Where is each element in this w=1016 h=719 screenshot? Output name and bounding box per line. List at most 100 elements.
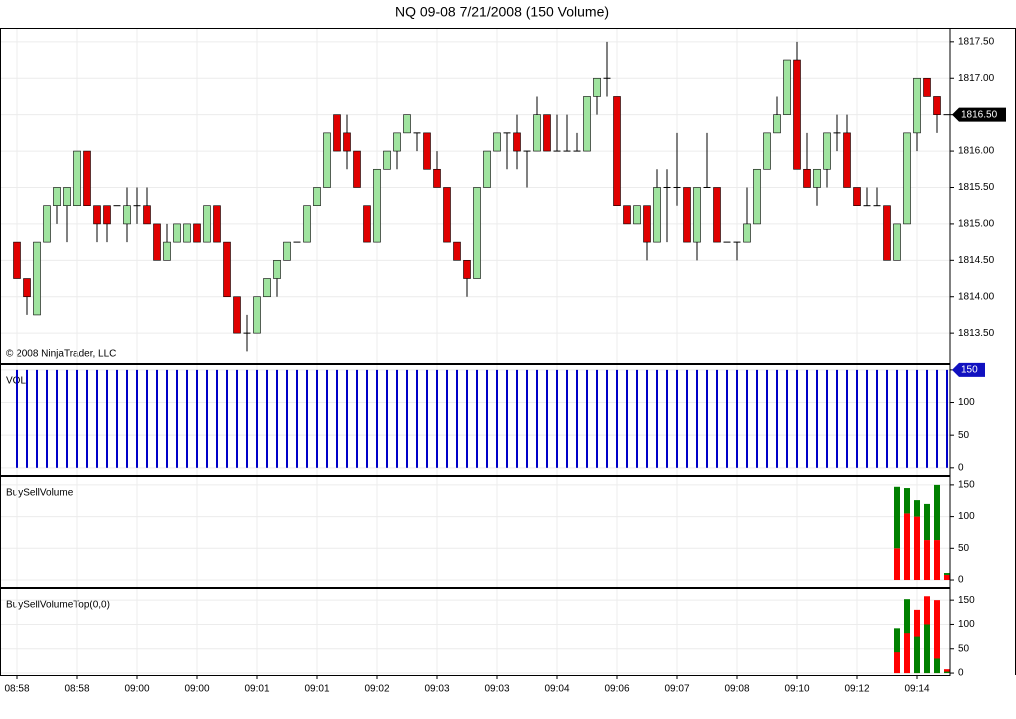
volume-bar	[894, 628, 900, 674]
candle-body	[83, 150, 91, 206]
candle-body	[333, 114, 341, 152]
x-tick-label: 09:00	[124, 684, 149, 695]
y-tick-label: 1817.00	[958, 73, 995, 84]
candle-body	[943, 114, 951, 116]
y-tick-label: 0	[958, 575, 964, 586]
candle-body	[413, 132, 421, 134]
x-tick-label: 09:12	[844, 684, 869, 695]
candle-body	[273, 260, 281, 279]
x-tick-label: 09:06	[604, 684, 629, 695]
candle-body	[373, 168, 381, 243]
candle-body	[583, 96, 591, 152]
panel-frame	[0, 588, 951, 676]
y-tick-label: 100	[958, 511, 975, 522]
volume-segment	[924, 503, 930, 541]
candle-body	[223, 241, 231, 298]
x-tick-label: 09:02	[364, 684, 389, 695]
candle-body	[873, 205, 881, 207]
candle-body	[253, 296, 261, 334]
last-volume-label: 150	[961, 365, 978, 376]
candle-body	[103, 205, 111, 225]
x-tick-label: 09:01	[244, 684, 269, 695]
candle-body	[203, 205, 211, 243]
candle-body	[343, 132, 351, 152]
y-tick-label: 50	[958, 430, 970, 441]
x-tick-label: 08:58	[64, 684, 89, 695]
y-tick-label: 0	[958, 668, 964, 679]
candle-body	[793, 59, 801, 170]
x-tick-label: 09:03	[424, 684, 449, 695]
y-tick-label: 1816.00	[958, 146, 995, 157]
candle-body	[183, 223, 191, 243]
candle-body	[123, 205, 131, 225]
candle-body	[233, 296, 241, 334]
panel-frame	[0, 476, 951, 588]
y-tick-label: 1814.50	[958, 255, 995, 266]
candle-body	[423, 132, 431, 170]
candle-body	[523, 150, 531, 152]
candle-body	[773, 114, 781, 134]
candle-body	[703, 186, 711, 188]
x-tick-label: 09:10	[784, 684, 809, 695]
y-tick-label: 1814.00	[958, 291, 995, 302]
candle-body	[603, 77, 611, 79]
candle-body	[783, 59, 791, 115]
y-tick-label: 1817.50	[958, 36, 995, 47]
candle-body	[363, 205, 371, 243]
candle-body	[403, 114, 411, 134]
candle-body	[443, 187, 451, 243]
candle-body	[683, 187, 691, 243]
panel-label: BuySellVolumeTop(0,0)	[6, 600, 110, 611]
candle-body	[23, 278, 31, 298]
volume-segment	[934, 540, 940, 581]
candle-body	[553, 150, 561, 152]
volume-bar	[904, 633, 910, 674]
y-tick-label: 1815.00	[958, 219, 995, 230]
candle-body	[173, 223, 181, 243]
candle-body	[113, 205, 121, 207]
volume-segment	[914, 500, 920, 517]
volume-bar	[934, 600, 940, 674]
candle-body	[913, 77, 921, 134]
x-tick-label: 09:03	[484, 684, 509, 695]
x-tick-label: 09:00	[184, 684, 209, 695]
candle-body	[853, 187, 861, 206]
panel-frame	[0, 364, 951, 476]
volume-bar	[894, 652, 900, 674]
volume-segment	[904, 488, 910, 514]
candle-body	[893, 223, 901, 261]
candle-body	[533, 114, 541, 152]
candle-body	[283, 241, 291, 261]
candle-body	[643, 205, 651, 243]
candle-body	[923, 77, 931, 97]
candle-body	[633, 205, 641, 225]
volume-segment	[894, 548, 900, 581]
x-tick-label: 09:14	[904, 684, 929, 695]
candle-body	[653, 187, 661, 243]
last-price-label: 1816.50	[961, 109, 998, 120]
candle-body	[573, 150, 581, 152]
candle-body	[163, 241, 171, 261]
candle-body	[723, 241, 731, 243]
volume-segment	[944, 574, 950, 581]
candle-body	[473, 187, 481, 279]
candle-body	[353, 150, 361, 188]
candle-body	[153, 223, 161, 261]
volume-segment	[904, 513, 910, 581]
candle-body	[73, 150, 81, 206]
y-tick-label: 100	[958, 619, 975, 630]
candle-body	[813, 168, 821, 188]
y-tick-label: 150	[958, 595, 975, 606]
volume-bar	[934, 658, 940, 674]
y-tick-label: 100	[958, 397, 975, 408]
y-tick-label: 50	[958, 543, 970, 554]
last-volume-box	[952, 362, 985, 377]
x-tick-label: 09:07	[664, 684, 689, 695]
candle-body	[143, 205, 151, 225]
candle-body	[193, 223, 201, 243]
volume-bar	[944, 669, 950, 674]
candle-body	[433, 168, 441, 188]
